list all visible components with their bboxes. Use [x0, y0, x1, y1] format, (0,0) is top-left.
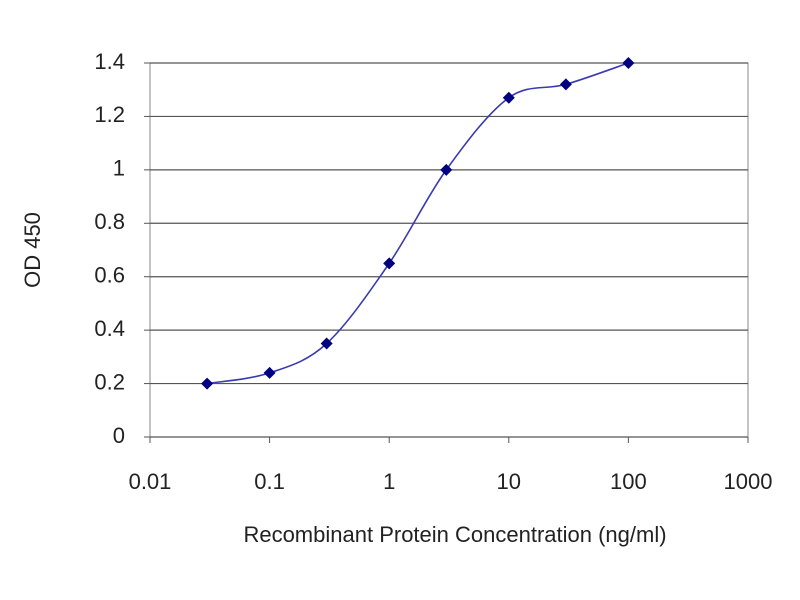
x-tick-label: 1000 — [724, 469, 773, 494]
x-tick-label: 10 — [497, 469, 521, 494]
data-point — [263, 366, 276, 379]
x-axis-label: Recombinant Protein Concentration (ng/ml… — [243, 522, 666, 547]
data-point — [440, 163, 453, 176]
data-point — [201, 377, 214, 390]
x-tick-label: 100 — [610, 469, 647, 494]
y-tick-label: 0 — [113, 423, 125, 448]
data-point — [622, 57, 635, 69]
y-tick-label: 0.4 — [94, 316, 125, 341]
data-point — [383, 257, 396, 270]
plot-area — [149, 62, 749, 438]
y-tick-label: 1.4 — [94, 49, 125, 74]
y-tick-label: 0.8 — [94, 209, 125, 234]
data-line — [206, 62, 629, 385]
x-tick-label: 0.01 — [129, 469, 172, 494]
y-tick-label: 0.2 — [94, 369, 125, 394]
x-tick-label: 1 — [383, 469, 395, 494]
data-point — [320, 337, 333, 350]
x-tick-label: 0.1 — [254, 469, 285, 494]
y-tick-label: 1.2 — [94, 102, 125, 127]
data-point — [502, 91, 515, 104]
y-axis-label: OD 450 — [20, 212, 45, 288]
y-tick-label: 0.6 — [94, 263, 125, 288]
y-tick-label: 1 — [113, 156, 125, 181]
data-point — [559, 78, 572, 91]
